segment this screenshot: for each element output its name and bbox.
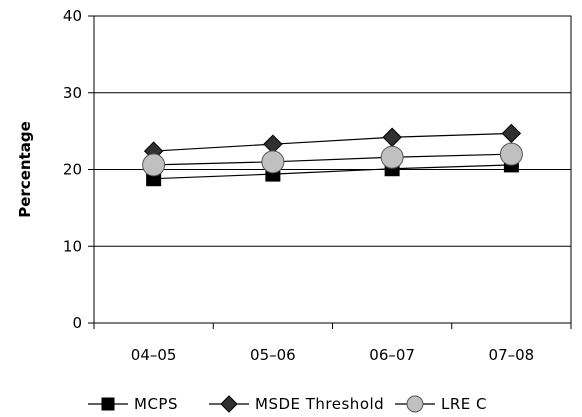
- y-axis-title: Percentage: [16, 121, 34, 218]
- series-msde-threshold: [143, 123, 522, 161]
- gridlines: [94, 15, 571, 247]
- series-lre-c: [142, 142, 523, 177]
- x-tick-label: 05–06: [250, 346, 296, 364]
- data-point-lre-c: [499, 142, 523, 166]
- legend-label: MCPS: [134, 395, 178, 413]
- y-tick-label: 10: [63, 237, 82, 255]
- legend-marker-mcps: [101, 397, 115, 411]
- y-tick-label: 20: [63, 161, 82, 179]
- legend-item-msde-threshold: MSDE Threshold: [209, 395, 384, 413]
- data-point-lre-c: [261, 150, 285, 174]
- data-point-lre-c: [380, 145, 404, 169]
- legend: MCPS MSDE Threshold LRE C: [88, 395, 487, 413]
- legend-item-lre-c: LRE C: [395, 395, 487, 413]
- legend-label: MSDE Threshold: [255, 395, 384, 413]
- data-point-lre-c: [142, 153, 166, 177]
- x-tick-label: 06–07: [369, 346, 415, 364]
- legend-item-mcps: MCPS: [88, 395, 178, 413]
- legend-marker-lre-c: [406, 395, 424, 413]
- series-line-lre-c: [153, 153, 512, 166]
- series-mcps: [146, 157, 519, 187]
- y-tick-label: 40: [63, 7, 82, 25]
- legend-marker-msde-threshold: [220, 395, 238, 413]
- data-point-msde-threshold: [501, 123, 522, 144]
- data-point-msde-threshold: [382, 127, 402, 147]
- legend-label: LRE C: [441, 395, 487, 413]
- x-tick-label: 07–08: [489, 346, 535, 364]
- series-line-mcps: [153, 164, 512, 180]
- y-tick-labels: 0 10 20 30 40: [63, 7, 82, 332]
- series-line-msde-threshold: [153, 132, 512, 152]
- axes: [88, 15, 572, 329]
- y-tick-label: 30: [63, 84, 82, 102]
- x-tick-labels: 04–05 05–06 06–07 07–08: [131, 346, 534, 364]
- x-tick-label: 04–05: [131, 346, 177, 364]
- y-tick-label: 0: [72, 314, 82, 332]
- series: [142, 123, 523, 187]
